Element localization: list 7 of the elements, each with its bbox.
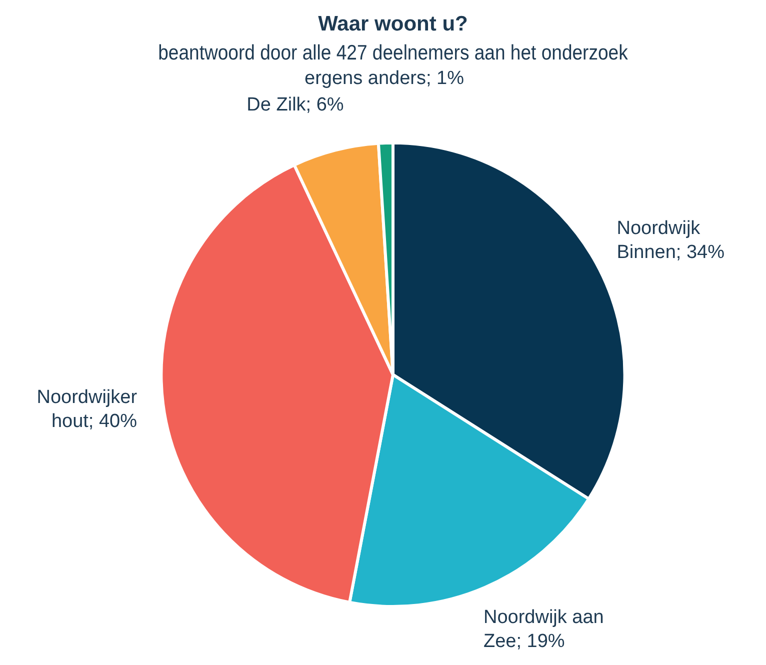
slice-label: Noordwijk aan Zee; 19%: [483, 607, 604, 652]
slice-label: Noordwijker hout; 40%: [36, 386, 138, 432]
chart-subtitle: beantwoord door alle 427 deelnemers aan het onderzoek: [158, 42, 628, 65]
chart-title: Waar woont u?: [318, 12, 468, 36]
slice-label: ergens anders; 1%: [304, 68, 464, 89]
slice-label: De Zilk; 6%: [246, 94, 344, 116]
slice-label: Noordwijk Binnen; 34%: [616, 218, 725, 263]
